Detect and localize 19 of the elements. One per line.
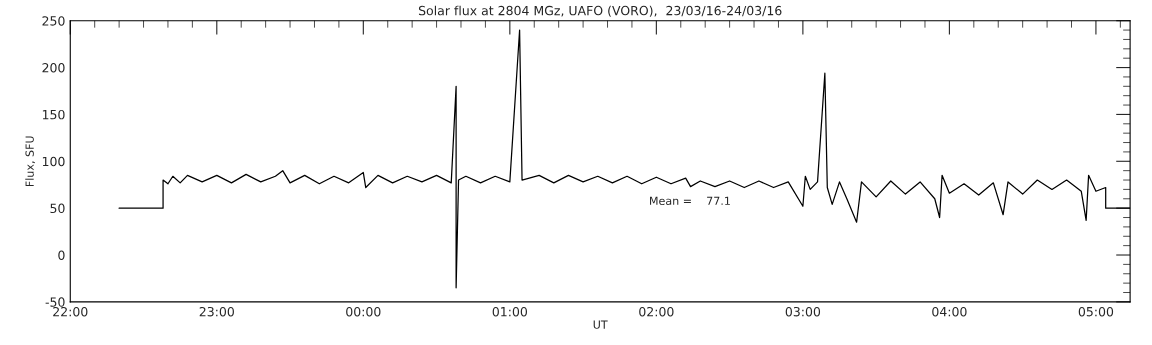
y-tick-label: 50 xyxy=(50,203,65,214)
y-tick-label: 0 xyxy=(58,250,65,260)
x-tick-label: 03:00 xyxy=(785,306,821,317)
y-axis-title: Flux, SFU xyxy=(25,136,35,187)
chart-title: Solar flux at 2804 MGz, UAFO (VORO), 23/03/16-24/03/16 xyxy=(418,5,782,17)
x-tick-label: 01:00 xyxy=(492,306,528,317)
y-tick-label: 200 xyxy=(42,63,65,73)
x-tick-label: 04:00 xyxy=(932,306,967,317)
x-axis-title: UT xyxy=(593,320,608,329)
y-tick-label: 250 xyxy=(42,16,65,26)
y-tick-label: 150 xyxy=(42,109,65,120)
annotation: Mean = 77.1 xyxy=(650,196,730,206)
x-tick-label: 05:00 xyxy=(1078,306,1114,317)
x-tick-label: 22:00 xyxy=(53,306,88,317)
x-tick-label: 00:00 xyxy=(346,306,381,317)
y-tick-label: 100 xyxy=(42,156,65,167)
y-tick-label: -50 xyxy=(45,297,65,307)
x-tick-label: 02:00 xyxy=(639,306,674,317)
x-tick-label: 23:00 xyxy=(199,306,234,317)
